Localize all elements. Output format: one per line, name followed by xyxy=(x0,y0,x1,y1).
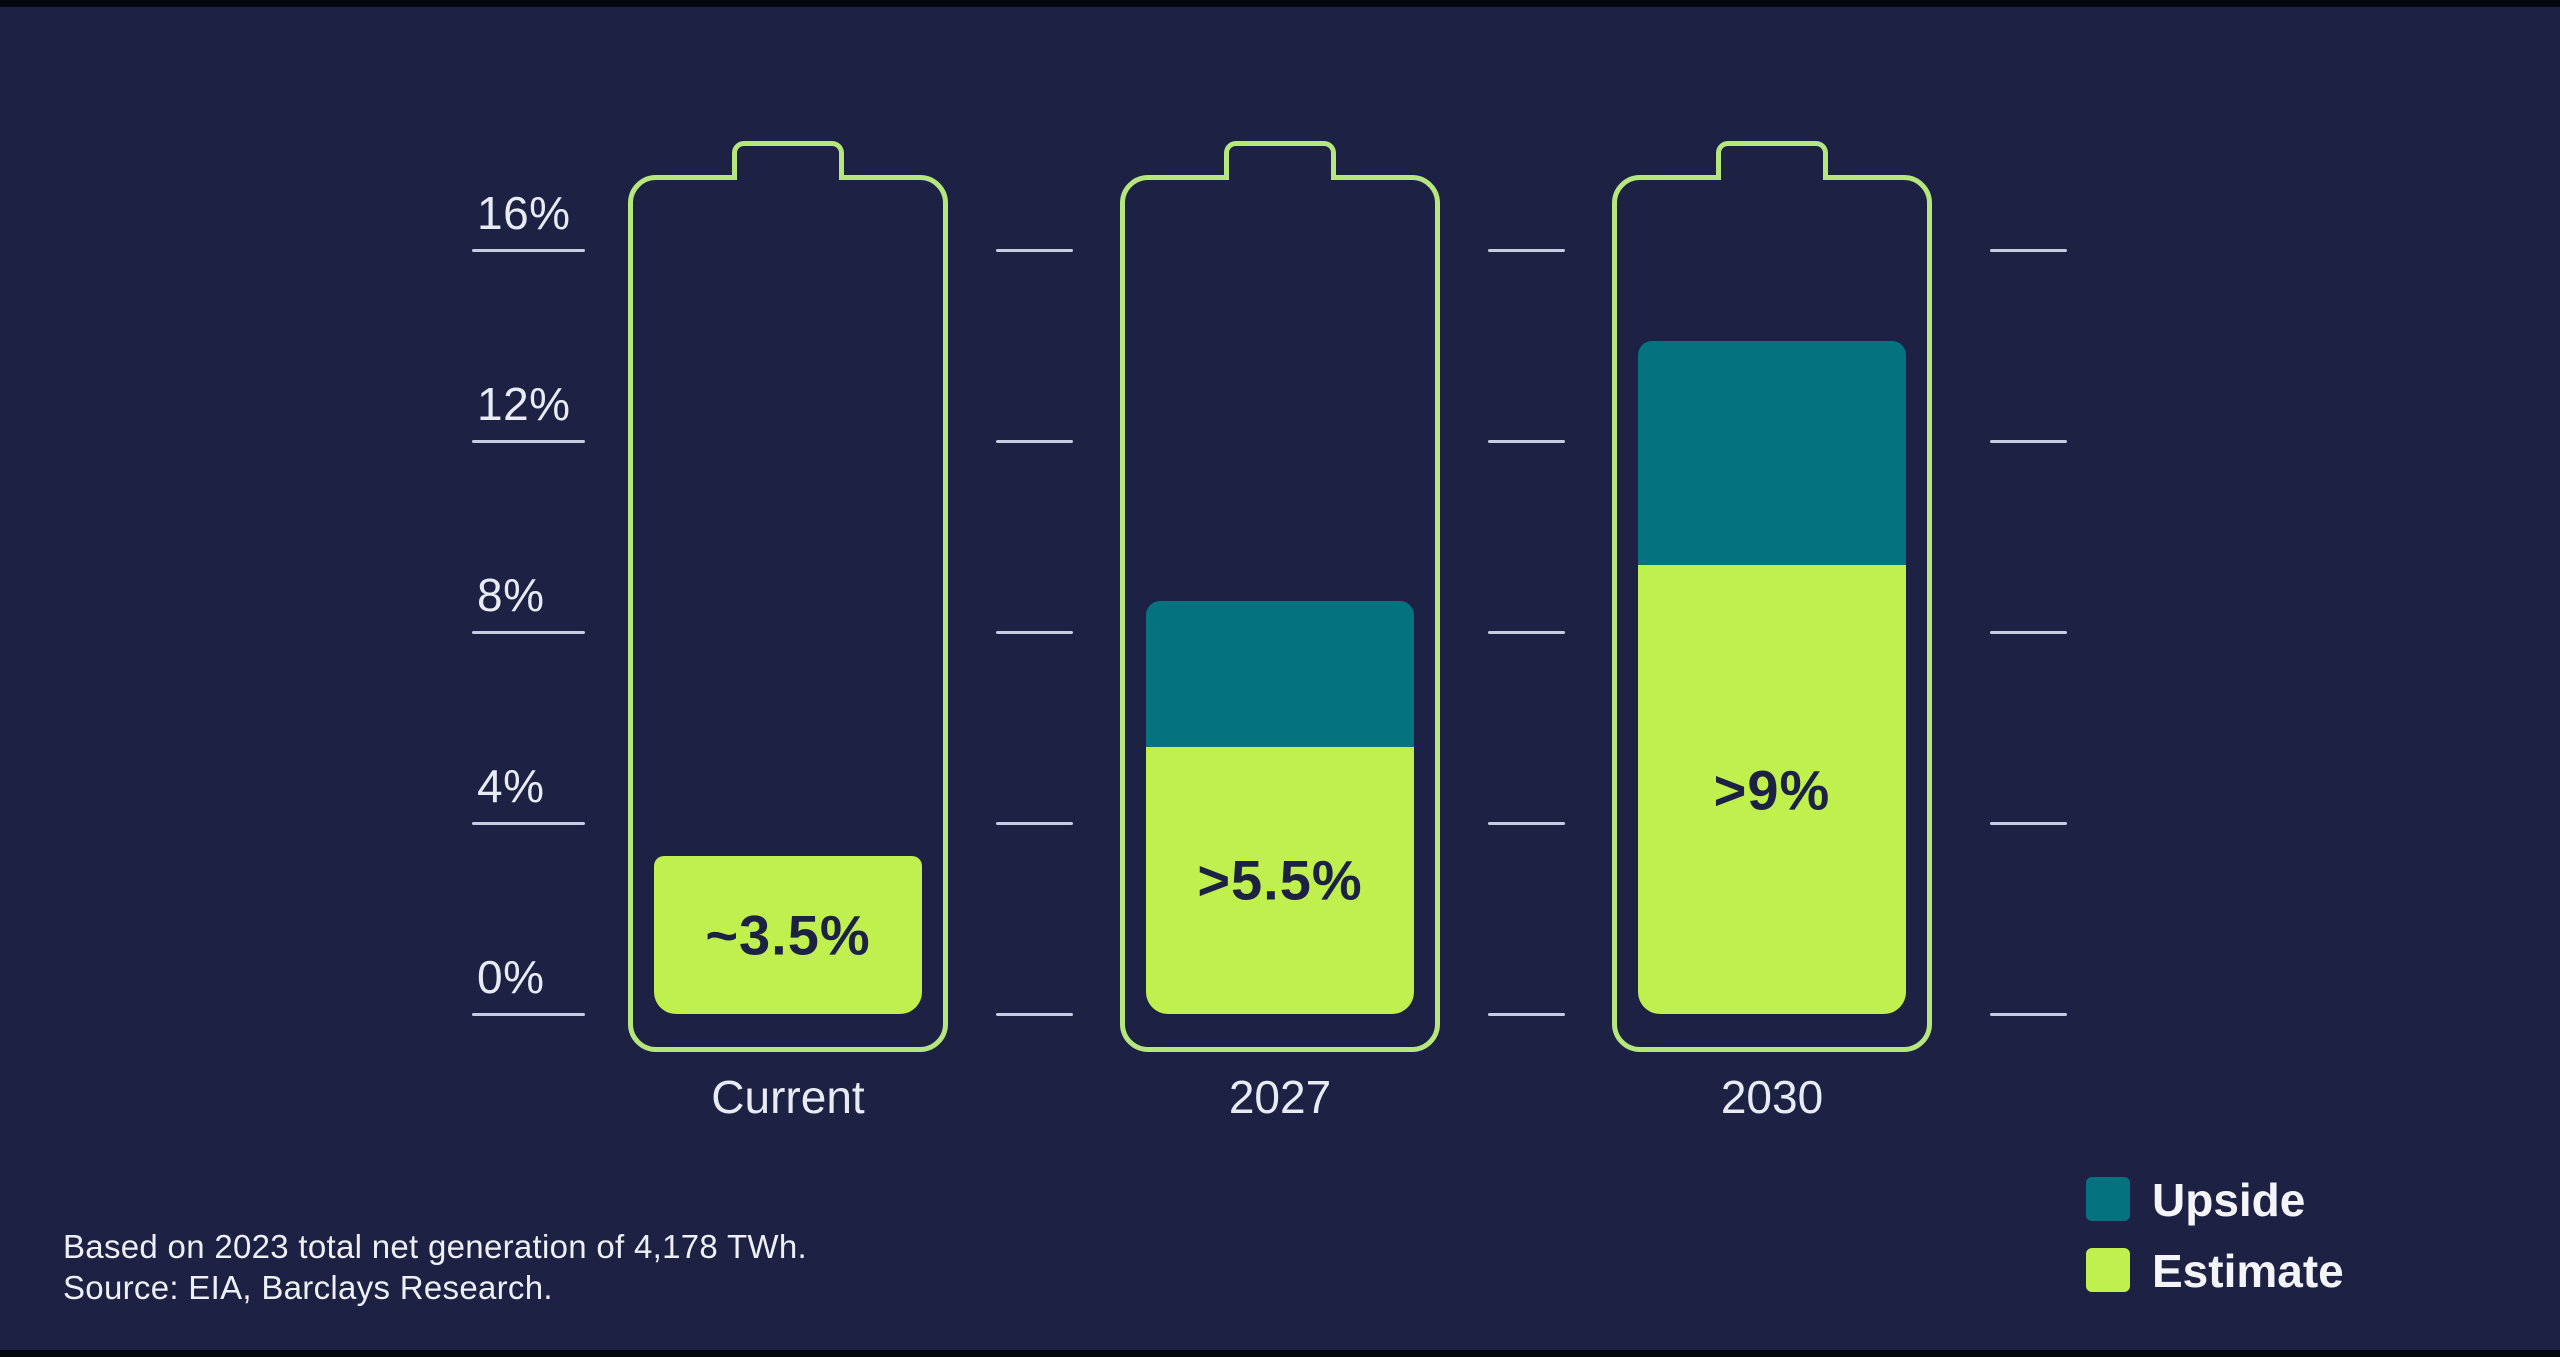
gridline-dash xyxy=(1488,822,1565,825)
gridline-dash xyxy=(996,822,1073,825)
gridline-dash xyxy=(1488,440,1565,443)
y-axis-label-12: 12% xyxy=(477,378,571,430)
gridline-dash xyxy=(996,631,1073,634)
estimate-fill-2030 xyxy=(1638,565,1906,1014)
y-axis-label-0: 0% xyxy=(477,951,545,1003)
y-axis-tick xyxy=(472,440,585,443)
gridline-dash xyxy=(996,249,1073,252)
top-edge xyxy=(0,0,2560,7)
bottom-edge xyxy=(0,1350,2560,1357)
estimate-fill-current xyxy=(654,856,922,1014)
legend-label-upside: Upside xyxy=(2152,1174,2306,1226)
estimate-value-label-current: ~3.5% xyxy=(705,903,871,967)
category-label-2030: 2030 xyxy=(1720,1071,1824,1123)
legend-swatch-upside xyxy=(2086,1177,2130,1221)
source-note: Based on 2023 total net generation of 4,… xyxy=(63,1226,807,1308)
estimate-value-label-2027: >5.5% xyxy=(1197,848,1363,912)
y-axis-label-16: 16% xyxy=(477,187,571,239)
gridline-dash xyxy=(1990,440,2067,443)
legend-label-estimate: Estimate xyxy=(2152,1245,2344,1297)
y-axis-tick xyxy=(472,1013,585,1016)
gridline-dash xyxy=(1488,249,1565,252)
upside-fill-2027 xyxy=(1146,600,1414,747)
upside-fill-2030 xyxy=(1638,340,1906,566)
gridline-dash xyxy=(996,1013,1073,1016)
gridline-dash xyxy=(1990,631,2067,634)
gridline-dash xyxy=(1488,631,1565,634)
battery-cap-2027 xyxy=(1224,141,1336,180)
category-label-current: Current xyxy=(711,1071,865,1123)
source-line-1: Based on 2023 total net generation of 4,… xyxy=(63,1228,807,1265)
y-axis-label-4: 4% xyxy=(477,760,545,812)
estimate-fill-2027 xyxy=(1146,746,1414,1014)
estimate-value-label-2030: >9% xyxy=(1713,758,1831,822)
source-line-2: Source: EIA, Barclays Research. xyxy=(63,1269,553,1306)
category-label-2027: 2027 xyxy=(1228,1071,1332,1123)
legend-swatch-estimate xyxy=(2086,1248,2130,1292)
y-axis-tick xyxy=(472,631,585,634)
y-axis-tick xyxy=(472,249,585,252)
gridline-dash xyxy=(1990,249,2067,252)
battery-cap-2030 xyxy=(1716,141,1828,180)
gridline-dash xyxy=(1488,1013,1565,1016)
y-axis-label-8: 8% xyxy=(477,569,545,621)
gridline-dash xyxy=(1990,822,2067,825)
y-axis-tick xyxy=(472,822,585,825)
gridline-dash xyxy=(1990,1013,2067,1016)
battery-cap-current xyxy=(732,141,844,180)
gridline-dash xyxy=(996,440,1073,443)
